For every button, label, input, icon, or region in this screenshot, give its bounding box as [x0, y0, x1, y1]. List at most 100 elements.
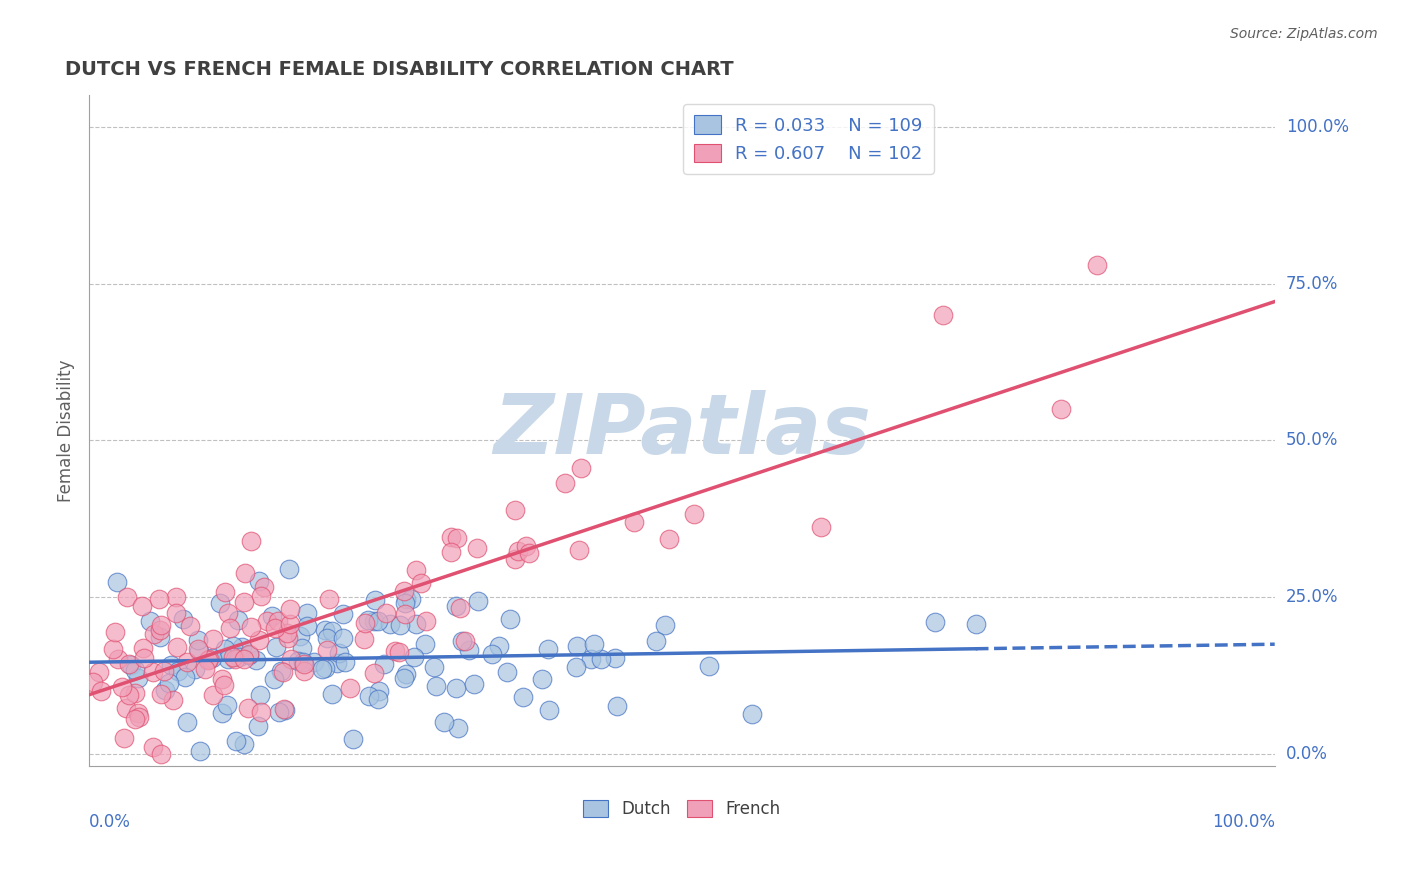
Point: [295, 606, 318, 620]
Point: [219, 621, 242, 635]
Point: [267, 705, 290, 719]
Point: [277, 632, 299, 646]
Point: [567, 543, 589, 558]
Point: [233, 737, 256, 751]
Point: [201, 688, 224, 702]
Point: [238, 647, 260, 661]
Point: [367, 614, 389, 628]
Point: [404, 650, 426, 665]
Point: [295, 619, 318, 633]
Point: [321, 687, 343, 701]
Point: [395, 591, 418, 606]
Point: [159, 657, 181, 672]
Point: [82, 675, 104, 690]
Point: [276, 625, 298, 640]
Point: [105, 575, 128, 590]
Point: [222, 639, 245, 653]
Point: [446, 531, 468, 545]
Point: [217, 652, 239, 666]
Point: [554, 476, 576, 491]
Point: [339, 681, 361, 695]
Point: [658, 532, 681, 546]
Point: [328, 646, 350, 660]
Point: [270, 664, 292, 678]
Point: [249, 632, 271, 647]
Point: [683, 508, 706, 522]
Point: [644, 634, 666, 648]
Point: [363, 614, 385, 628]
Text: 0.0%: 0.0%: [1286, 745, 1327, 763]
Point: [127, 671, 149, 685]
Point: [314, 623, 336, 637]
Point: [124, 712, 146, 726]
Point: [515, 539, 537, 553]
Point: [120, 657, 142, 672]
Point: [226, 613, 249, 627]
Point: [810, 519, 832, 533]
Point: [291, 655, 314, 669]
Text: ZIPatlas: ZIPatlas: [494, 391, 870, 471]
Point: [499, 612, 522, 626]
Point: [392, 584, 415, 599]
Point: [233, 595, 256, 609]
Point: [148, 623, 170, 637]
Point: [176, 655, 198, 669]
Point: [115, 590, 138, 604]
Point: [124, 663, 146, 677]
Point: [467, 541, 489, 555]
Point: [399, 591, 422, 606]
Point: [291, 640, 314, 655]
Point: [277, 562, 299, 576]
Point: [142, 627, 165, 641]
Point: [589, 652, 612, 666]
Point: [166, 664, 188, 678]
Point: [142, 739, 165, 754]
Point: [131, 599, 153, 613]
Point: [194, 661, 217, 675]
Point: [188, 644, 211, 658]
Point: [212, 678, 235, 692]
Point: [278, 617, 301, 632]
Point: [267, 615, 290, 629]
Point: [118, 688, 141, 702]
Point: [405, 563, 427, 577]
Point: [101, 642, 124, 657]
Point: [508, 544, 530, 558]
Point: [583, 636, 606, 650]
Point: [405, 616, 427, 631]
Point: [741, 707, 763, 722]
Point: [481, 647, 503, 661]
Point: [449, 601, 471, 615]
Point: [271, 665, 294, 680]
Point: [1085, 258, 1108, 272]
Point: [142, 665, 165, 680]
Point: [239, 620, 262, 634]
Point: [280, 652, 302, 666]
Point: [273, 701, 295, 715]
Point: [364, 593, 387, 607]
Point: [380, 617, 402, 632]
Point: [325, 656, 347, 670]
Point: [239, 534, 262, 549]
Point: [503, 503, 526, 517]
Point: [321, 624, 343, 639]
Point: [388, 618, 411, 632]
Y-axis label: Female Disability: Female Disability: [58, 359, 75, 502]
Point: [173, 670, 195, 684]
Point: [202, 632, 225, 646]
Point: [278, 601, 301, 615]
Point: [924, 615, 946, 630]
Point: [215, 698, 238, 712]
Point: [440, 530, 463, 544]
Text: DUTCH VS FRENCH FEMALE DISABILITY CORRELATION CHART: DUTCH VS FRENCH FEMALE DISABILITY CORREL…: [65, 60, 734, 78]
Point: [353, 632, 375, 646]
Point: [111, 681, 134, 695]
Point: [231, 640, 253, 655]
Point: [444, 599, 467, 614]
Point: [425, 679, 447, 693]
Point: [292, 657, 315, 672]
Point: [107, 651, 129, 665]
Point: [250, 589, 273, 603]
Point: [249, 689, 271, 703]
Point: [118, 657, 141, 672]
